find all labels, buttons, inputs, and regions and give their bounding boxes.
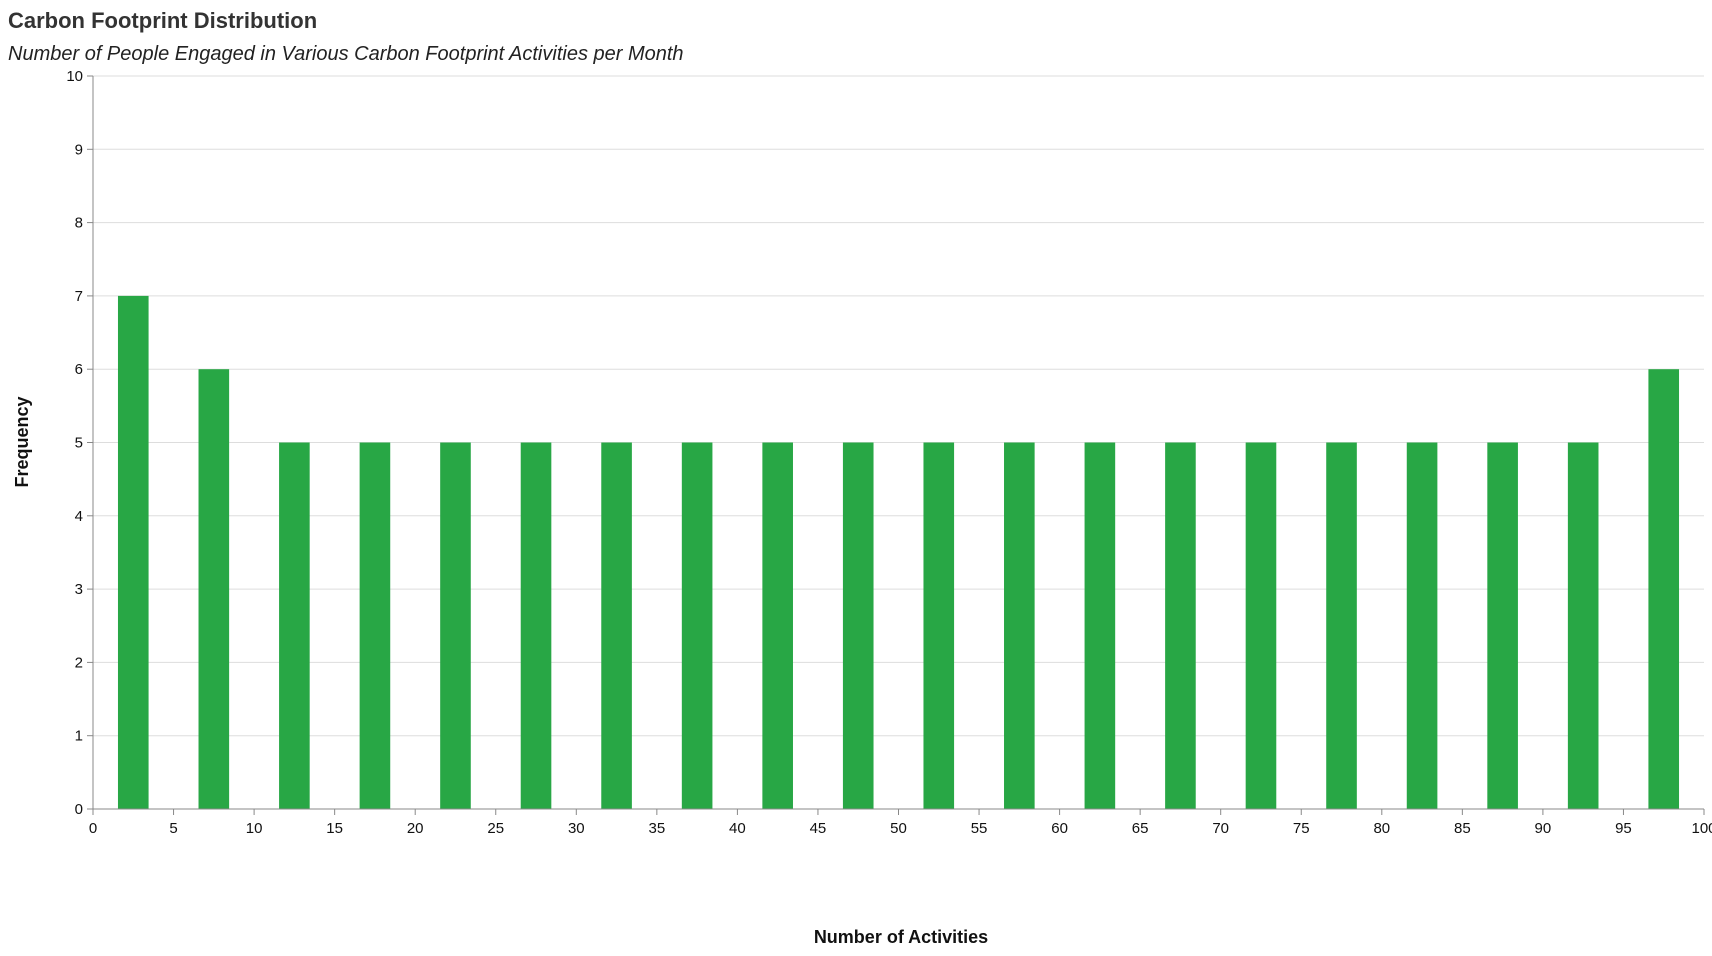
histogram-bar xyxy=(279,442,310,809)
x-tick-label: 90 xyxy=(1535,820,1552,837)
y-tick-label: 7 xyxy=(75,288,83,305)
histogram-bar xyxy=(1487,442,1518,809)
histogram-bar xyxy=(842,442,874,809)
y-tick-label: 6 xyxy=(75,361,83,378)
x-tick-label: 35 xyxy=(649,820,666,837)
histogram-bar xyxy=(198,369,230,809)
histogram-bar xyxy=(1326,442,1357,809)
x-axis-ticks: 0 5 10 15 20 25 30 35 40 45 50 55 60 65 70 75 80 85 90 95 10… xyxy=(89,809,1712,837)
histogram-bar xyxy=(1406,442,1438,809)
chart-title: Carbon Footprint Distribution xyxy=(8,8,317,33)
histogram-bar xyxy=(359,442,391,809)
x-tick-label: 100 xyxy=(1691,820,1712,837)
x-tick-label: 20 xyxy=(407,820,424,837)
y-tick-label: 10 xyxy=(66,68,83,85)
histogram-bar xyxy=(681,442,713,809)
x-tick-label: 95 xyxy=(1615,820,1632,837)
y-tick-label: 9 xyxy=(75,141,83,158)
x-tick-label: 70 xyxy=(1212,820,1229,837)
y-tick-label: 3 xyxy=(75,581,83,598)
x-tick-label: 50 xyxy=(890,820,907,837)
x-tick-label: 0 xyxy=(89,820,97,837)
x-tick-label: 60 xyxy=(1051,820,1068,837)
x-tick-label: 5 xyxy=(169,820,177,837)
histogram-bar xyxy=(1165,442,1196,809)
histogram-bar xyxy=(1567,442,1599,809)
x-axis-title: Number of Activities xyxy=(814,927,988,947)
histogram-bar xyxy=(1245,442,1277,809)
x-tick-label: 40 xyxy=(729,820,746,837)
gridlines xyxy=(93,75,1704,810)
chart-subtitle: Number of People Engaged in Various Carb… xyxy=(8,43,684,65)
x-tick-label: 65 xyxy=(1132,820,1149,837)
y-tick-label: 4 xyxy=(75,508,83,525)
histogram-bar xyxy=(440,442,471,809)
histogram-bar xyxy=(923,442,955,809)
histogram-bar xyxy=(1648,369,1680,809)
histogram-bar xyxy=(1084,442,1116,809)
histogram-bar xyxy=(601,442,632,809)
x-tick-label: 75 xyxy=(1293,820,1310,837)
x-tick-label: 10 xyxy=(246,820,263,837)
histogram-bar xyxy=(520,442,552,809)
y-tick-label: 5 xyxy=(75,435,83,452)
histogram-bar xyxy=(1004,442,1035,809)
x-tick-label: 85 xyxy=(1454,820,1471,837)
y-tick-label: 0 xyxy=(75,801,83,818)
y-tick-label: 8 xyxy=(75,215,83,232)
x-tick-label: 25 xyxy=(487,820,504,837)
y-axis-ticks: 0 1 2 3 4 5 6 7 8 9 10 xyxy=(66,68,93,818)
y-tick-label: 1 xyxy=(75,728,83,745)
x-tick-label: 15 xyxy=(326,820,343,837)
histogram-bar xyxy=(117,295,149,809)
bars xyxy=(117,295,1680,809)
y-axis-title: Frequency xyxy=(12,396,32,487)
y-tick-label: 2 xyxy=(75,654,83,671)
histogram-bar xyxy=(762,442,793,809)
x-tick-label: 80 xyxy=(1373,820,1390,837)
x-tick-label: 45 xyxy=(810,820,827,837)
x-tick-label: 30 xyxy=(568,820,585,837)
x-tick-label: 55 xyxy=(971,820,988,837)
